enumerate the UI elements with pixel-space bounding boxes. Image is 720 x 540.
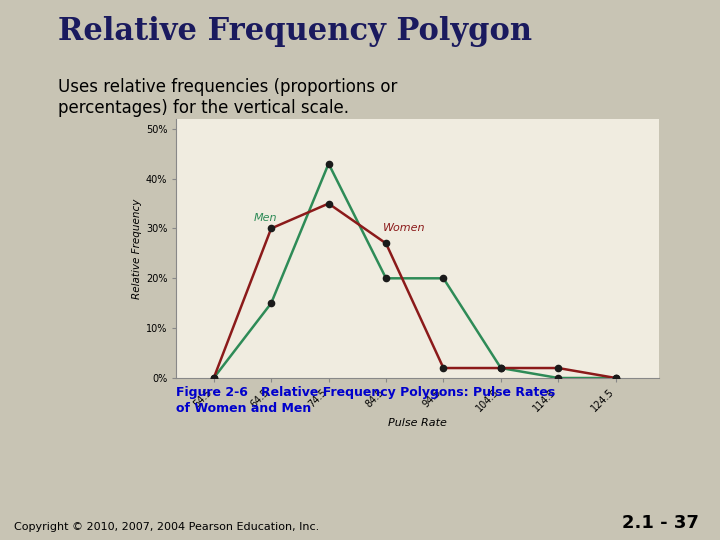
- Text: Figure 2-6   Relative Frequency Polygons: Pulse Rates: Figure 2-6 Relative Frequency Polygons: …: [176, 386, 556, 399]
- Text: Women: Women: [383, 223, 426, 233]
- Text: Relative Frequency Polygon: Relative Frequency Polygon: [58, 16, 532, 47]
- Text: 2.1 - 37: 2.1 - 37: [621, 514, 698, 532]
- Text: of Women and Men: of Women and Men: [176, 402, 312, 415]
- Y-axis label: Relative Frequency: Relative Frequency: [132, 198, 142, 299]
- Text: Uses relative frequencies (proportions or
percentages) for the vertical scale.: Uses relative frequencies (proportions o…: [58, 78, 397, 117]
- Text: Copyright © 2010, 2007, 2004 Pearson Education, Inc.: Copyright © 2010, 2007, 2004 Pearson Edu…: [14, 522, 320, 532]
- X-axis label: Pulse Rate: Pulse Rate: [388, 418, 447, 428]
- Text: Men: Men: [254, 213, 277, 223]
